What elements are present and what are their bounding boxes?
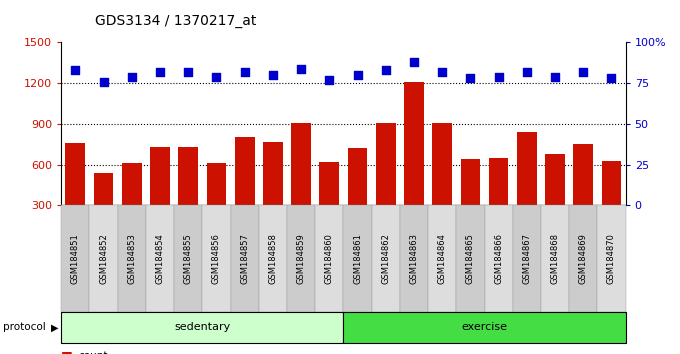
Text: GDS3134 / 1370217_at: GDS3134 / 1370217_at bbox=[95, 14, 256, 28]
Text: GSM184870: GSM184870 bbox=[607, 233, 616, 284]
Text: protocol: protocol bbox=[3, 322, 46, 332]
Point bbox=[154, 69, 165, 75]
Bar bbox=[150, 147, 170, 246]
Text: GSM184860: GSM184860 bbox=[325, 233, 334, 284]
Text: GSM184865: GSM184865 bbox=[466, 233, 475, 284]
Bar bbox=[489, 158, 509, 246]
Point bbox=[98, 79, 109, 84]
Text: GSM184866: GSM184866 bbox=[494, 233, 503, 284]
Point bbox=[606, 75, 617, 81]
Bar bbox=[432, 122, 452, 246]
Bar bbox=[207, 163, 226, 246]
Text: GSM184853: GSM184853 bbox=[127, 233, 136, 284]
Bar bbox=[235, 137, 254, 246]
Bar bbox=[320, 162, 339, 246]
Text: ■: ■ bbox=[61, 349, 73, 354]
Text: GSM184861: GSM184861 bbox=[353, 233, 362, 284]
Text: exercise: exercise bbox=[462, 322, 507, 332]
Bar bbox=[376, 122, 396, 246]
Text: GSM184859: GSM184859 bbox=[296, 233, 305, 284]
Bar bbox=[347, 148, 367, 246]
Point bbox=[522, 69, 532, 75]
Text: GSM184867: GSM184867 bbox=[522, 233, 531, 284]
Bar bbox=[404, 82, 424, 246]
Point bbox=[70, 67, 81, 73]
Text: GSM184851: GSM184851 bbox=[71, 233, 80, 284]
Text: GSM184857: GSM184857 bbox=[240, 233, 249, 284]
Point bbox=[493, 74, 504, 80]
Bar bbox=[460, 159, 480, 246]
Point bbox=[183, 69, 194, 75]
Point bbox=[465, 75, 476, 81]
Point bbox=[239, 69, 250, 75]
Text: GSM184854: GSM184854 bbox=[156, 233, 165, 284]
Text: GSM184862: GSM184862 bbox=[381, 233, 390, 284]
Point bbox=[437, 69, 447, 75]
Bar bbox=[573, 144, 593, 246]
Text: GSM184856: GSM184856 bbox=[212, 233, 221, 284]
Bar bbox=[122, 163, 141, 246]
Text: GSM184864: GSM184864 bbox=[438, 233, 447, 284]
Point bbox=[211, 74, 222, 80]
Bar bbox=[517, 132, 537, 246]
Bar bbox=[263, 142, 283, 246]
Bar bbox=[65, 143, 85, 246]
Point bbox=[296, 66, 307, 72]
Point bbox=[324, 77, 335, 83]
Text: GSM184869: GSM184869 bbox=[579, 233, 588, 284]
Bar bbox=[602, 161, 622, 246]
Point bbox=[352, 72, 363, 78]
Bar bbox=[291, 122, 311, 246]
Point bbox=[578, 69, 589, 75]
Point bbox=[409, 59, 420, 65]
Text: GSM184868: GSM184868 bbox=[551, 233, 560, 284]
Bar bbox=[178, 147, 198, 246]
Text: ▶: ▶ bbox=[51, 322, 58, 332]
Text: count: count bbox=[78, 351, 107, 354]
Point bbox=[126, 74, 137, 80]
Text: GSM184855: GSM184855 bbox=[184, 233, 192, 284]
Text: sedentary: sedentary bbox=[174, 322, 231, 332]
Point bbox=[267, 72, 278, 78]
Bar bbox=[545, 154, 565, 246]
Point bbox=[380, 67, 391, 73]
Text: GSM184863: GSM184863 bbox=[409, 233, 418, 284]
Bar bbox=[94, 173, 114, 246]
Text: GSM184858: GSM184858 bbox=[269, 233, 277, 284]
Text: GSM184852: GSM184852 bbox=[99, 233, 108, 284]
Point bbox=[549, 74, 560, 80]
